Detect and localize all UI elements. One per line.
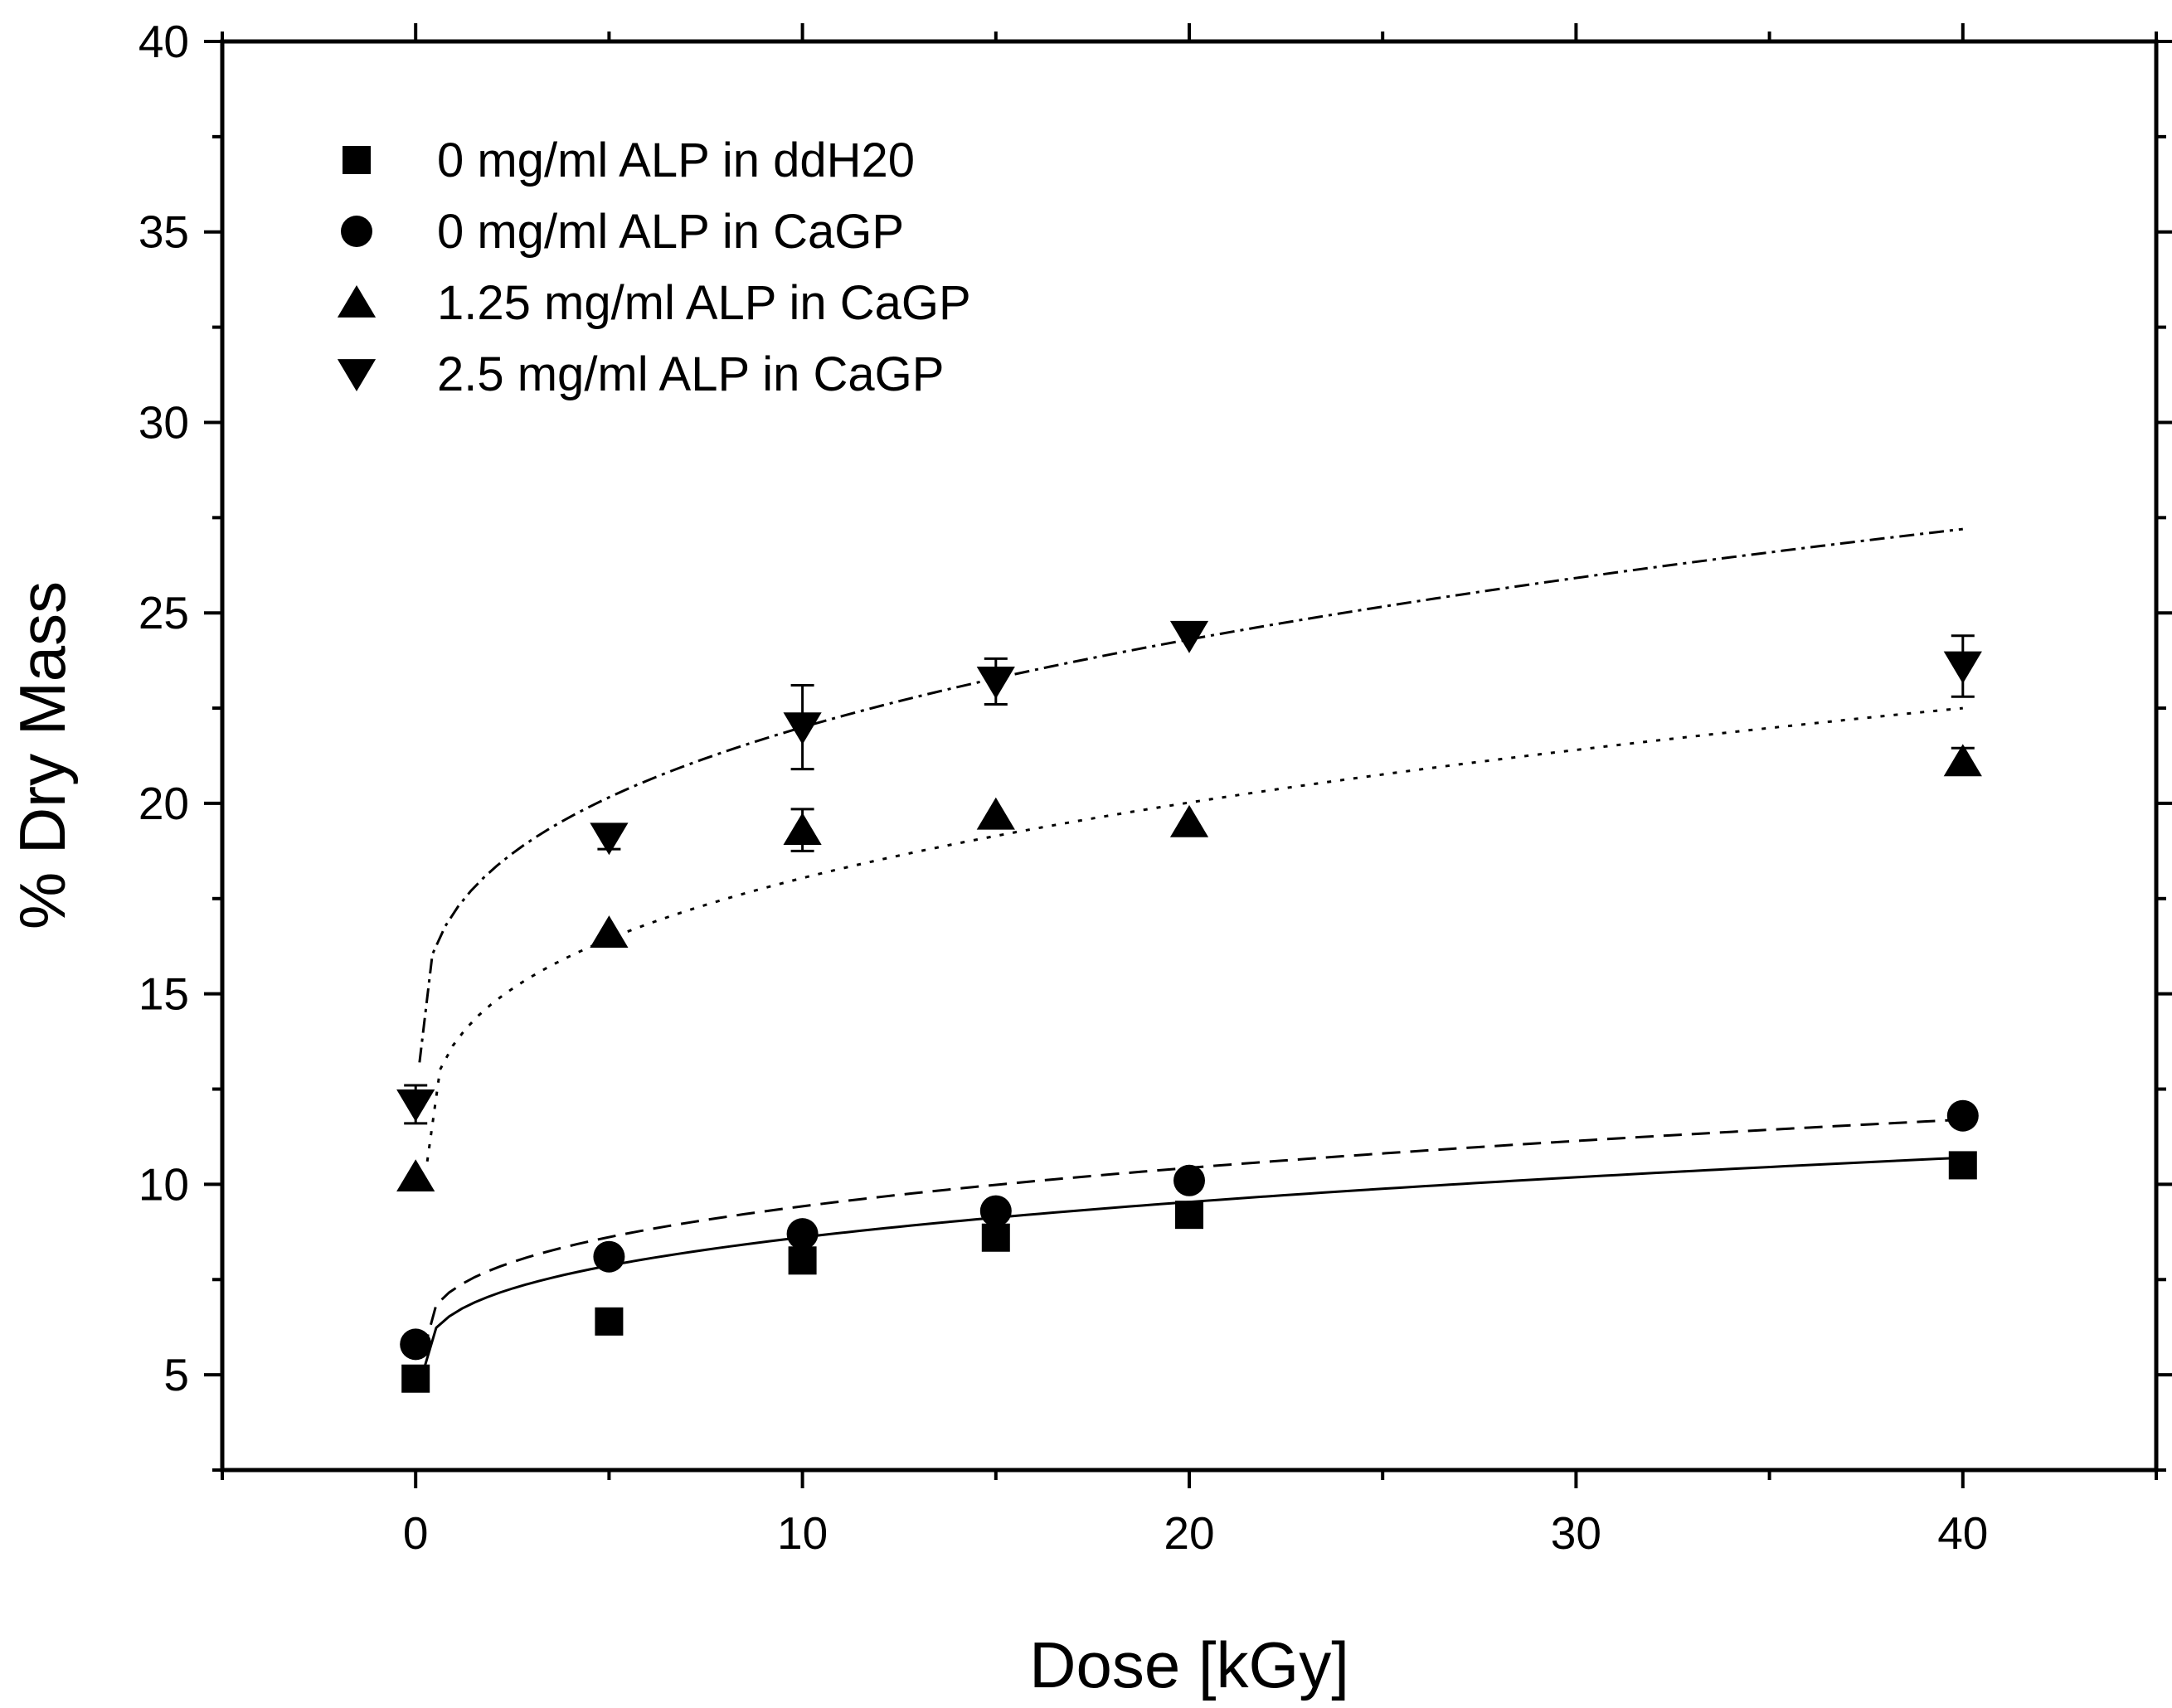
data-point-square <box>981 1223 1010 1252</box>
data-point-square <box>1948 1151 1977 1180</box>
data-point-triangle-up <box>1943 744 1982 777</box>
data-point-square <box>401 1364 430 1393</box>
data-point-square <box>1175 1201 1203 1230</box>
data-point-triangle-up <box>396 1159 435 1192</box>
legend-marker-triangle-down <box>337 359 377 391</box>
data-point-circle <box>979 1195 1012 1227</box>
data-point-triangle-down <box>1943 651 1982 684</box>
legend-marker-triangle-up <box>337 285 377 318</box>
y-tick-label: 15 <box>138 968 189 1020</box>
data-point-circle <box>593 1240 625 1273</box>
x-tick-label: 40 <box>1937 1507 1988 1559</box>
y-tick-label: 35 <box>138 206 189 258</box>
y-tick-label: 40 <box>138 16 189 67</box>
y-tick-label: 5 <box>163 1349 189 1400</box>
y-tick-label: 25 <box>138 587 189 638</box>
legend-label: 2.5 mg/ml ALP in CaGP <box>437 347 944 401</box>
x-tick-label: 0 <box>403 1507 429 1559</box>
data-point-triangle-down <box>783 712 822 745</box>
y-tick-label: 30 <box>138 396 189 448</box>
data-point-triangle-up <box>976 797 1015 830</box>
data-point-triangle-up <box>783 813 822 845</box>
axis-ticks: 0 10 20 30 40 5 10 15 20 25 30 35 40 <box>138 16 2172 1559</box>
x-tick-label: 20 <box>1164 1507 1214 1559</box>
data-point-circle <box>1173 1164 1205 1196</box>
legend-marker-square <box>343 146 371 174</box>
data-point-triangle-down <box>976 667 1015 699</box>
data-point-triangle-up <box>590 915 629 949</box>
x-axis-title: Dose [kGy] <box>1029 1628 1349 1701</box>
data-point-circle <box>400 1328 432 1361</box>
legend-label: 0 mg/ml ALP in CaGP <box>437 205 904 259</box>
data-point-triangle-down <box>590 822 629 856</box>
data-point-square <box>595 1307 624 1336</box>
data-point-triangle-down <box>396 1089 435 1122</box>
y-axis-title: % Dry Mass <box>6 581 79 929</box>
data-point-circle <box>786 1218 819 1250</box>
data-point-triangle-up <box>1169 804 1209 837</box>
x-tick-label: 30 <box>1551 1507 1601 1559</box>
legend: 0 mg/ml ALP in ddH20 0 mg/ml ALP in CaGP 1… <box>337 133 971 401</box>
legend-label: 0 mg/ml ALP in ddH20 <box>437 133 915 187</box>
legend-marker-circle <box>341 216 372 247</box>
data-point-triangle-down <box>1169 620 1209 653</box>
data-point-square <box>788 1246 817 1275</box>
y-tick-label: 10 <box>138 1158 189 1210</box>
data-point-circle <box>1946 1099 1979 1132</box>
x-tick-label: 10 <box>777 1507 828 1559</box>
legend-label: 1.25 mg/ml ALP in CaGP <box>437 276 971 330</box>
data-markers <box>396 620 1982 1393</box>
y-tick-label: 20 <box>138 778 189 829</box>
